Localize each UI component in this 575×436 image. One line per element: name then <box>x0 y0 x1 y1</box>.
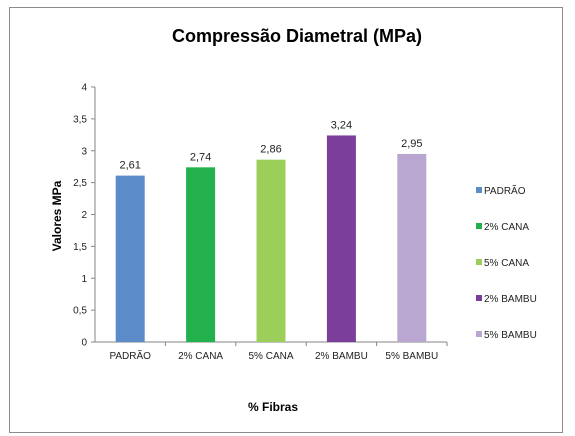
legend: PADRÃO 2% CANA 5% CANA 2% BAMBU 5% BAMBU <box>476 184 537 341</box>
y-axis-title: Valores MPa <box>50 180 64 251</box>
plot-area: 0 0,5 1 1,5 2 2,5 3 3,5 4 2,61 PADRÃO 2,74 2% CANA 2,… <box>73 83 448 362</box>
bar <box>115 175 145 342</box>
legend-swatch <box>476 259 482 265</box>
y-tick-label: 4 <box>81 83 87 94</box>
y-tick-label: 3 <box>81 146 87 157</box>
legend-swatch <box>476 187 482 193</box>
legend-label: PADRÃO <box>484 184 526 197</box>
y-tick-label: 1 <box>81 274 87 285</box>
legend-label: 5% CANA <box>484 258 529 269</box>
data-label: 2,74 <box>190 151 211 163</box>
legend-swatch <box>476 223 482 229</box>
legend-label: 2% CANA <box>484 222 529 233</box>
x-tick-label: 2% CANA <box>178 351 223 362</box>
y-tick-label: 0 <box>81 338 87 349</box>
x-tick-label: 5% BAMBU <box>385 351 438 362</box>
bar <box>326 135 356 342</box>
x-tick-label: 2% BAMBU <box>315 351 368 362</box>
y-tick-label: 2,5 <box>73 178 87 189</box>
legend-swatch <box>476 295 482 301</box>
x-tick-label: PADRÃO <box>109 349 151 362</box>
data-label: 2,61 <box>119 160 140 172</box>
y-tick-label: 0,5 <box>73 306 87 317</box>
chart-frame <box>9 7 563 433</box>
y-tick-label: 1,5 <box>73 242 87 253</box>
y-tick-label: 3,5 <box>73 114 87 125</box>
bar <box>186 167 216 342</box>
data-label: 2,95 <box>401 138 422 150</box>
data-label: 2,86 <box>260 144 281 156</box>
legend-label: 5% BAMBU <box>484 330 537 341</box>
bar <box>256 159 286 342</box>
legend-label: 2% BAMBU <box>484 294 537 305</box>
bar <box>397 153 427 342</box>
y-tick-label: 2 <box>81 210 87 221</box>
x-tick-label: 5% CANA <box>248 351 293 362</box>
data-label: 3,24 <box>331 119 352 131</box>
chart-title: Compressão Diametral (MPa) <box>172 26 422 46</box>
legend-swatch <box>476 331 482 337</box>
x-axis-title: % Fibras <box>248 400 298 414</box>
